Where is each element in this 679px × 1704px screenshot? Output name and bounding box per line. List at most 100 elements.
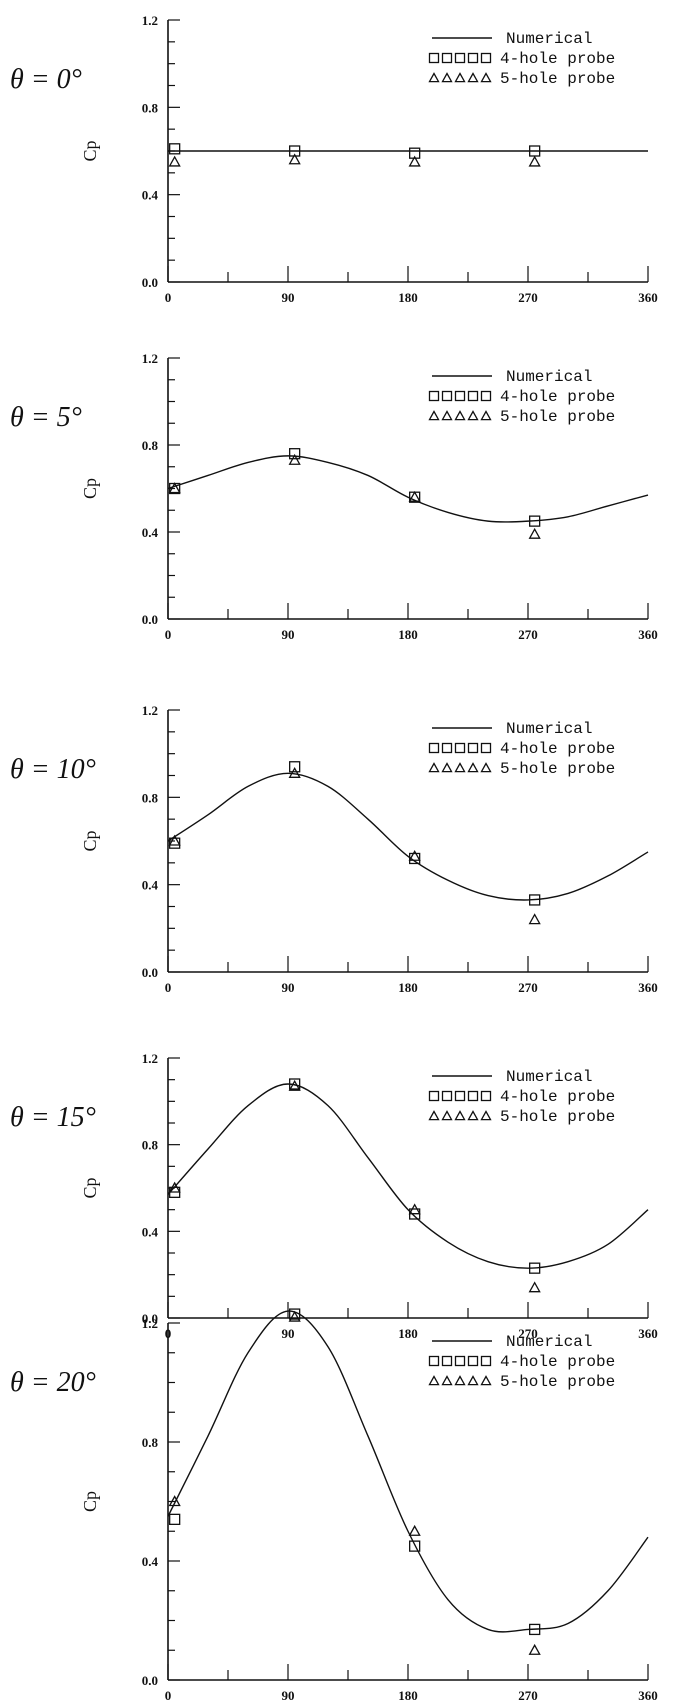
y-tick-label: 0.8 [142, 100, 159, 115]
y-tick-label: 0.0 [142, 612, 158, 627]
probe5-point [168, 834, 181, 846]
panel-label: θ = 0° [10, 64, 82, 95]
chart-panel-5: 0.0 0.4 0.8 1.2 0 90 180 270 360 Cp θ = 20° Numeric… [10, 1308, 658, 1703]
legend-probe5-marker [428, 1375, 440, 1386]
probe5-point [528, 155, 541, 167]
legend-probe4-marker [428, 390, 440, 402]
probe5-point [408, 490, 421, 502]
x-tick-label: 180 [398, 980, 418, 995]
probe5-point [528, 1281, 541, 1293]
legend-probe4-marker [454, 390, 466, 402]
probe5-point [288, 153, 301, 165]
x-tick-label: 270 [518, 980, 538, 995]
probe5-point [528, 1643, 541, 1655]
probe5-point [288, 1310, 301, 1322]
probe5-point [168, 1181, 181, 1193]
legend-numerical-label: Numerical [506, 1333, 592, 1351]
x-tick-label: 360 [638, 1326, 658, 1341]
legend-probe4-marker [480, 1090, 492, 1102]
x-tick-label: 0 [165, 290, 172, 305]
legend-probe4-marker [454, 1355, 466, 1367]
y-axis-label: Cp [80, 1177, 100, 1198]
x-tick-label: 270 [518, 290, 538, 305]
legend-probe5-label: 5-hole probe [500, 1373, 615, 1391]
legend-probe5-marker [428, 72, 440, 83]
legend-probe4-marker [428, 1355, 440, 1367]
y-tick-label: 1.2 [142, 1051, 158, 1066]
probe4-point [289, 1078, 301, 1090]
legend-probe5-label: 5-hole probe [500, 70, 615, 88]
probe4-point [529, 894, 541, 906]
legend-probe4-marker [454, 52, 466, 64]
probe5-point [408, 849, 421, 861]
legend-probe5-marker [480, 72, 492, 83]
y-tick-label: 1.2 [142, 703, 158, 718]
x-tick-label: 270 [518, 1688, 538, 1703]
x-tick-label: 360 [638, 627, 658, 642]
probe5-point [408, 1524, 421, 1536]
legend-probe5-marker [441, 410, 453, 421]
legend: Numerical 4-hole probe 5-hole probe [428, 1068, 615, 1126]
numerical-series-line [167, 1083, 649, 1269]
probe5-point [168, 482, 181, 494]
legend-probe4-marker [441, 1090, 453, 1102]
legend-numerical-label: Numerical [506, 1068, 592, 1086]
numerical-series-line [167, 455, 649, 523]
legend-probe5-marker [454, 72, 466, 83]
legend: Numerical 4-hole probe 5-hole probe [428, 368, 615, 426]
legend: Numerical 4-hole probe 5-hole probe [428, 30, 615, 88]
legend-probe4-marker [428, 52, 440, 64]
legend-probe5-marker [467, 762, 479, 773]
y-tick-label: 0.4 [142, 1554, 159, 1569]
x-tick-label: 270 [518, 627, 538, 642]
legend-probe4-marker [467, 390, 479, 402]
legend-probe5-marker [441, 1110, 453, 1121]
legend: Numerical 4-hole probe 5-hole probe [428, 1333, 615, 1391]
legend-probe4-marker [441, 1355, 453, 1367]
probe4-point [409, 852, 421, 865]
legend-probe5-marker [454, 1375, 466, 1386]
legend-probe5-marker [428, 1110, 440, 1121]
probe5-point [408, 155, 421, 167]
legend-probe5-marker [428, 762, 440, 773]
legend-probe5-label: 5-hole probe [500, 408, 615, 426]
legend-probe5-marker [441, 72, 453, 83]
probe4-point [169, 1513, 181, 1525]
probe4-point [289, 1308, 301, 1320]
x-tick-label: 0 [165, 627, 172, 642]
y-axis-label: Cp [80, 830, 100, 851]
x-tick-label: 90 [282, 1326, 295, 1341]
y-tick-label: 0.0 [142, 1311, 158, 1326]
chart-panel-3: 0.0 0.4 0.8 1.2 0 90 180 270 360 Cp θ = 10° Numeric… [10, 703, 658, 995]
legend-probe5-marker [467, 72, 479, 83]
legend-probe5-label: 5-hole probe [500, 1108, 615, 1126]
legend: Numerical 4-hole probe 5-hole probe [428, 720, 615, 778]
probe4-point [289, 448, 301, 460]
legend-probe4-marker [428, 1090, 440, 1102]
legend-probe5-marker [441, 762, 453, 773]
x-tick-label: 360 [638, 980, 658, 995]
legend-probe5-marker [480, 410, 492, 421]
probe4-point [289, 761, 301, 773]
y-tick-label: 0.0 [142, 965, 158, 980]
panel-label: θ = 15° [10, 1102, 96, 1133]
x-tick-label: 360 [638, 1688, 658, 1703]
panel-label: θ = 5° [10, 402, 82, 433]
panel-label: θ = 20° [10, 1367, 96, 1398]
probe4-point [529, 1262, 541, 1274]
legend-probe5-marker [480, 762, 492, 773]
legend-numerical-label: Numerical [506, 720, 592, 738]
y-tick-label: 1.2 [142, 1316, 158, 1331]
legend-probe4-marker [480, 390, 492, 402]
legend-probe4-marker [454, 1090, 466, 1102]
y-axis-label: Cp [80, 140, 100, 161]
x-tick-label: 360 [638, 290, 658, 305]
y-tick-label: 0.4 [142, 188, 159, 203]
x-tick-label: 0 [165, 980, 172, 995]
x-tick-label: 90 [282, 980, 295, 995]
x-tick-label: 90 [282, 627, 295, 642]
legend-probe4-label: 4-hole probe [500, 1088, 615, 1106]
legend-probe4-marker [467, 52, 479, 64]
probe5-point [288, 766, 301, 778]
